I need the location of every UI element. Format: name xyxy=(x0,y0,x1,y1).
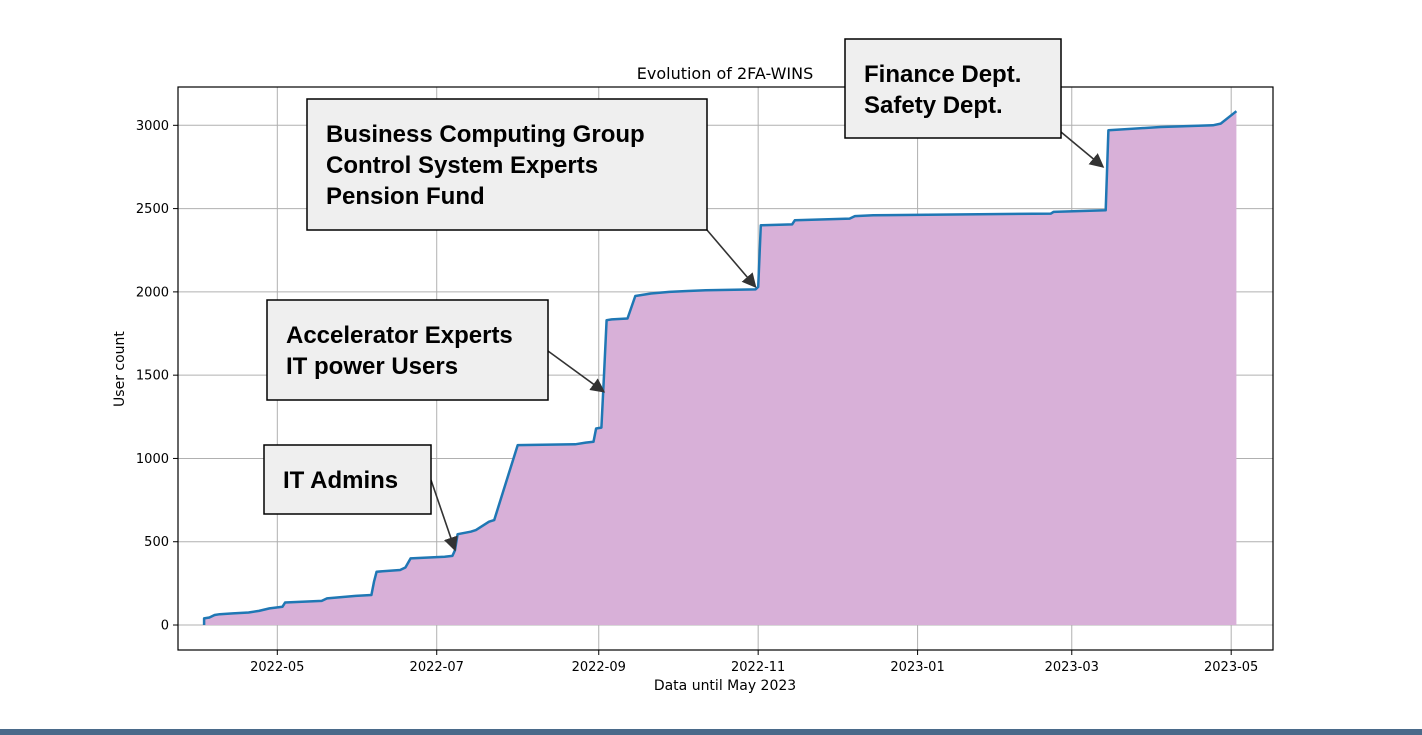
annotation-box xyxy=(266,299,549,401)
y-tick-label: 500 xyxy=(144,535,169,550)
annotation-box xyxy=(844,38,1062,139)
annotation-text: Pension Fund xyxy=(326,183,485,210)
y-tick-label: 0 xyxy=(161,619,169,634)
annotation-box xyxy=(306,98,708,231)
annotation-arrow xyxy=(547,350,606,393)
y-tick-label: 3000 xyxy=(136,119,169,134)
annotations: IT Admins Accelerator Experts IT power Use… xyxy=(263,38,1105,552)
annotation-text: Business Computing Group xyxy=(326,121,645,148)
area-fill xyxy=(204,111,1237,625)
annotation-box xyxy=(263,444,432,515)
x-tick-label: 2023-01 xyxy=(890,660,944,675)
annotation: Business Computing Group Control System E… xyxy=(306,98,757,288)
y-tick-label: 2500 xyxy=(136,202,169,217)
y-axis-label: User count xyxy=(112,331,128,407)
y-tick-label: 1000 xyxy=(136,452,169,467)
annotation: Finance Dept. Safety Dept. xyxy=(844,38,1105,168)
annotation: Accelerator Experts IT power Users xyxy=(266,299,606,401)
plot-frame xyxy=(177,86,1274,651)
annotation: IT Admins xyxy=(263,444,458,552)
annotation-text: Accelerator Experts xyxy=(286,322,513,349)
annotation-arrow xyxy=(1060,131,1105,168)
x-tick-label: 2023-05 xyxy=(1204,660,1258,675)
annotation-arrow xyxy=(430,479,458,552)
x-axis-label: Data until May 2023 xyxy=(654,678,796,694)
annotation-text: IT Admins xyxy=(283,467,398,494)
plot-area xyxy=(202,110,1238,625)
chart-title: Evolution of 2FA-WINS xyxy=(637,64,814,83)
y-tick-label: 1500 xyxy=(136,369,169,384)
x-tick-label: 2022-09 xyxy=(572,660,626,675)
y-axis: 0 500 1000 1500 2000 2500 3000 xyxy=(136,119,178,634)
annotation-text: Finance Dept. xyxy=(864,61,1021,88)
annotation-text: Control System Experts xyxy=(326,152,598,179)
annotation-text: Safety Dept. xyxy=(864,92,1003,119)
x-tick-label: 2022-11 xyxy=(731,660,785,675)
x-axis: 2022-05 2022-07 2022-09 2022-11 2023-01 2023-… xyxy=(250,650,1258,675)
window-bottom-border xyxy=(0,729,1422,735)
x-tick-label: 2022-07 xyxy=(410,660,464,675)
annotation-arrow xyxy=(706,229,757,288)
x-tick-label: 2022-05 xyxy=(250,660,304,675)
y-tick-label: 2000 xyxy=(136,285,169,300)
annotation-text: IT power Users xyxy=(286,353,458,380)
series-line xyxy=(202,110,1238,625)
x-tick-label: 2023-03 xyxy=(1045,660,1099,675)
